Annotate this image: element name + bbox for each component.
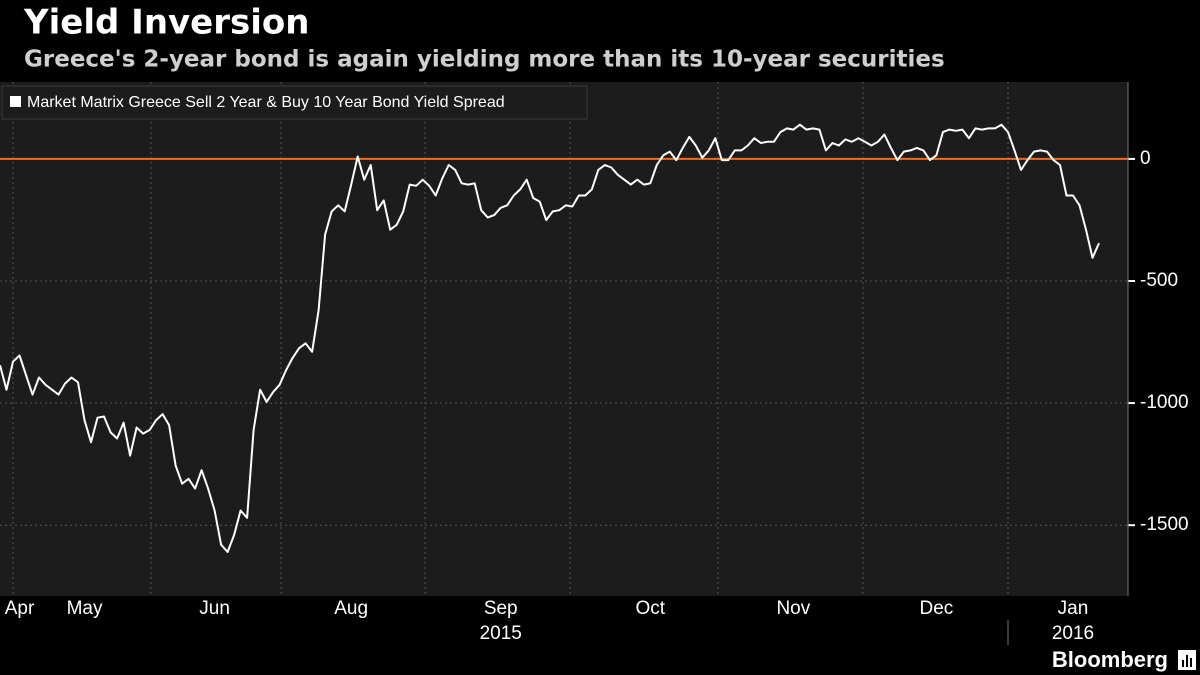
chart-subtitle: Greece's 2-year bond is again yielding m…: [24, 47, 945, 73]
logo-bar: [1186, 655, 1188, 667]
marks: [0, 123, 1128, 553]
x-tick-label: Dec: [920, 598, 954, 619]
x-tick-label: Oct: [636, 598, 666, 619]
footer: [0, 647, 1200, 675]
y-tick-label: 0: [1140, 148, 1151, 169]
x-tick-label: Apr: [5, 598, 35, 619]
legend-swatch: [10, 96, 21, 107]
x-tick-label: May: [67, 598, 103, 619]
legend-box: [1, 85, 588, 120]
x-year-label: 2015: [480, 623, 522, 644]
logo-bar: [1190, 658, 1192, 667]
x-tick-label: Sep: [484, 598, 518, 619]
plot-area: [0, 82, 1128, 596]
x-tick-label: Jun: [199, 598, 230, 619]
x-tick-label: Nov: [776, 598, 810, 619]
y-tick-label: -1000: [1140, 392, 1189, 413]
x-year-label: 2016: [1052, 623, 1094, 644]
series-line: [0, 123, 1100, 553]
y-tick-label: -1500: [1140, 514, 1189, 535]
y-tick-label: -500: [1140, 270, 1178, 291]
x-tick-label: Jan: [1058, 598, 1089, 619]
chart-title: Yield Inversion: [23, 3, 309, 43]
source: Bloomberg: [1052, 647, 1168, 672]
legend-label: Market Matrix Greece Sell 2 Year & Buy 1…: [27, 94, 505, 111]
logo-bar: [1182, 660, 1184, 667]
x-tick-label: Aug: [334, 598, 368, 619]
